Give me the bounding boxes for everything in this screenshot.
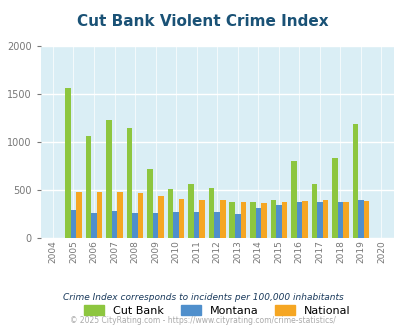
Legend: Cut Bank, Montana, National: Cut Bank, Montana, National <box>79 301 354 320</box>
Bar <box>352 124 357 238</box>
Bar <box>311 183 316 238</box>
Bar <box>65 88 70 238</box>
Bar <box>111 211 117 238</box>
Bar <box>91 213 96 238</box>
Bar <box>249 202 255 238</box>
Bar <box>316 202 322 238</box>
Bar <box>152 213 158 238</box>
Bar <box>220 200 225 238</box>
Bar <box>290 161 296 238</box>
Text: Crime Index corresponds to incidents per 100,000 inhabitants: Crime Index corresponds to incidents per… <box>62 292 343 302</box>
Bar <box>260 203 266 238</box>
Text: © 2025 CityRating.com - https://www.cityrating.com/crime-statistics/: © 2025 CityRating.com - https://www.city… <box>70 315 335 325</box>
Bar <box>296 202 301 238</box>
Bar <box>281 202 286 238</box>
Bar <box>76 192 81 238</box>
Bar <box>229 202 234 238</box>
Bar <box>270 200 275 238</box>
Bar <box>255 208 260 238</box>
Bar <box>117 192 123 238</box>
Bar <box>342 202 348 238</box>
Bar <box>173 212 179 238</box>
Bar <box>126 127 132 238</box>
Bar <box>188 184 194 238</box>
Bar <box>179 199 184 238</box>
Bar <box>214 212 220 238</box>
Bar <box>234 214 240 238</box>
Bar <box>106 120 111 238</box>
Bar <box>275 205 281 238</box>
Bar <box>147 169 152 238</box>
Bar <box>240 202 245 238</box>
Bar <box>199 200 205 238</box>
Bar <box>194 212 199 238</box>
Bar <box>331 158 337 238</box>
Bar <box>322 200 327 238</box>
Bar <box>337 202 342 238</box>
Bar <box>363 201 369 238</box>
Bar <box>158 196 164 238</box>
Bar <box>357 200 363 238</box>
Bar <box>96 192 102 238</box>
Text: Cut Bank Violent Crime Index: Cut Bank Violent Crime Index <box>77 14 328 29</box>
Bar <box>138 193 143 238</box>
Bar <box>301 201 307 238</box>
Bar <box>132 213 138 238</box>
Bar <box>85 136 91 238</box>
Bar <box>70 210 76 238</box>
Bar <box>209 188 214 238</box>
Bar <box>167 189 173 238</box>
